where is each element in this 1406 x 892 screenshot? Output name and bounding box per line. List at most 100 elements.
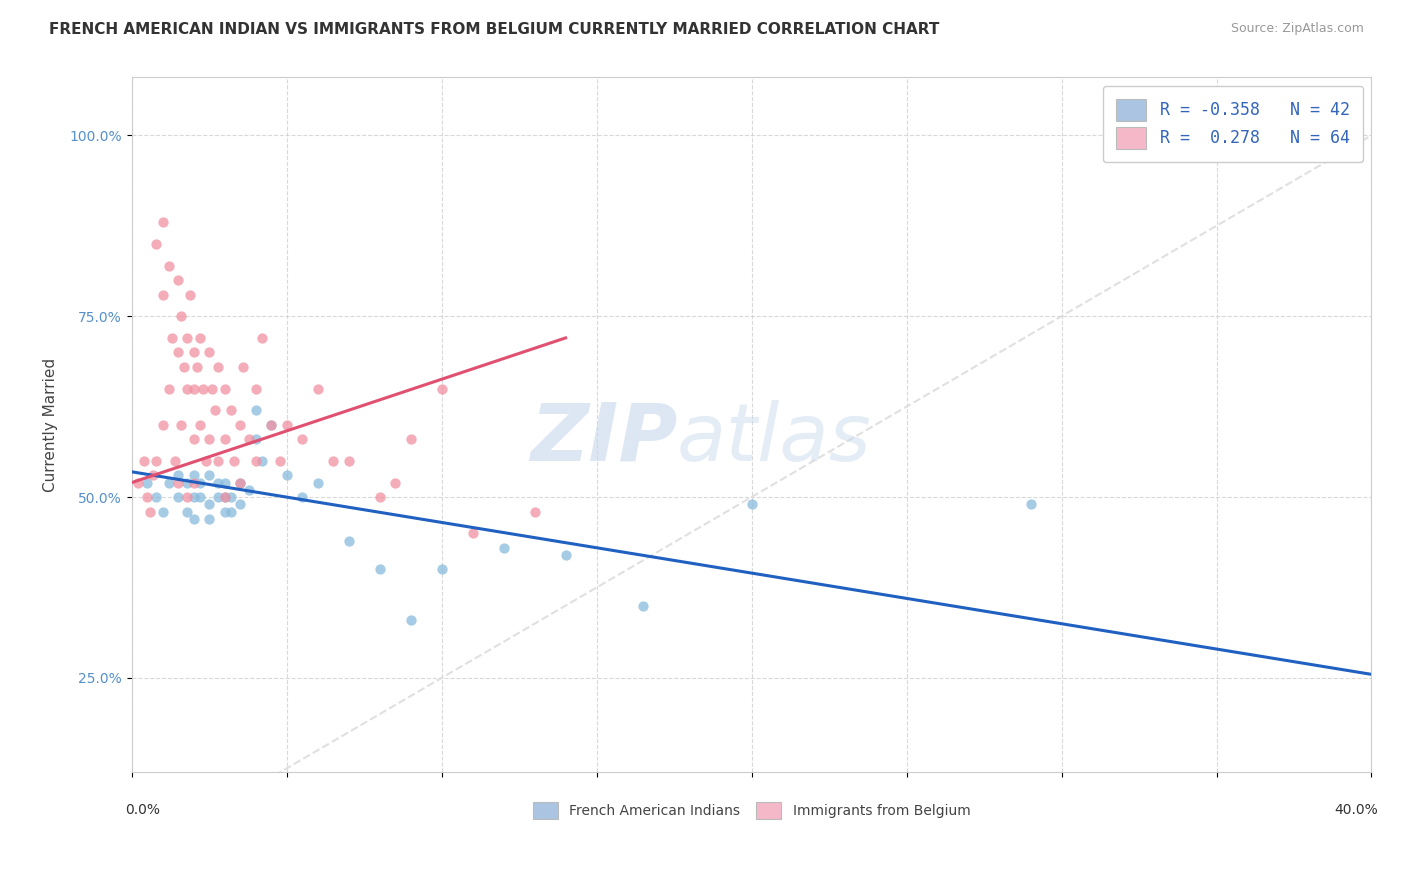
Point xyxy=(173,359,195,374)
Point xyxy=(188,490,211,504)
Point xyxy=(399,432,422,446)
Point xyxy=(245,403,267,417)
Point xyxy=(245,454,267,468)
Point xyxy=(461,526,484,541)
Point xyxy=(207,490,229,504)
Point xyxy=(188,475,211,490)
Point xyxy=(198,432,221,446)
Point xyxy=(183,382,205,396)
Point xyxy=(631,599,654,613)
Point xyxy=(307,382,329,396)
Text: Source: ZipAtlas.com: Source: ZipAtlas.com xyxy=(1230,22,1364,36)
Point xyxy=(152,417,174,432)
Point xyxy=(229,417,252,432)
Point xyxy=(152,505,174,519)
Point xyxy=(176,475,198,490)
Point xyxy=(186,359,208,374)
Point xyxy=(179,287,201,301)
Point xyxy=(207,359,229,374)
Point xyxy=(167,475,190,490)
Point xyxy=(269,454,291,468)
Point xyxy=(430,382,453,396)
Text: atlas: atlas xyxy=(678,400,872,477)
Point xyxy=(1019,497,1042,511)
Point xyxy=(198,468,221,483)
Point xyxy=(250,331,273,345)
Text: 0.0%: 0.0% xyxy=(125,804,160,817)
Point xyxy=(554,548,576,562)
Point xyxy=(198,497,221,511)
Point xyxy=(167,273,190,287)
Point xyxy=(157,259,180,273)
Point xyxy=(139,505,162,519)
Point xyxy=(136,490,159,504)
Point xyxy=(430,562,453,576)
Point xyxy=(176,382,198,396)
Text: 40.0%: 40.0% xyxy=(1334,804,1378,817)
Y-axis label: Currently Married: Currently Married xyxy=(44,358,58,491)
Point xyxy=(157,475,180,490)
Point xyxy=(183,490,205,504)
Point xyxy=(384,475,406,490)
Point xyxy=(245,382,267,396)
Point xyxy=(523,505,546,519)
Point xyxy=(176,331,198,345)
Point xyxy=(207,475,229,490)
Point xyxy=(183,475,205,490)
Point xyxy=(229,475,252,490)
Point xyxy=(219,490,242,504)
Point xyxy=(188,331,211,345)
Point xyxy=(145,236,167,251)
Point xyxy=(307,475,329,490)
Point xyxy=(337,533,360,548)
Point xyxy=(214,382,236,396)
Point xyxy=(214,490,236,504)
Point xyxy=(492,541,515,555)
Point xyxy=(183,345,205,359)
Point xyxy=(276,417,298,432)
Point xyxy=(207,454,229,468)
Point xyxy=(152,215,174,229)
Point xyxy=(132,454,155,468)
Point xyxy=(183,432,205,446)
Point xyxy=(214,490,236,504)
Point xyxy=(222,454,245,468)
Text: ZIP: ZIP xyxy=(530,400,678,477)
Point xyxy=(229,475,252,490)
Point xyxy=(145,490,167,504)
Point xyxy=(198,512,221,526)
Point xyxy=(250,454,273,468)
Point xyxy=(322,454,344,468)
Point xyxy=(214,505,236,519)
Point xyxy=(260,417,283,432)
Point xyxy=(245,432,267,446)
Point xyxy=(176,505,198,519)
Point xyxy=(238,483,260,497)
Point xyxy=(157,382,180,396)
Point xyxy=(194,454,217,468)
Point xyxy=(142,468,165,483)
Point xyxy=(368,562,391,576)
Text: FRENCH AMERICAN INDIAN VS IMMIGRANTS FROM BELGIUM CURRENTLY MARRIED CORRELATION : FRENCH AMERICAN INDIAN VS IMMIGRANTS FRO… xyxy=(49,22,939,37)
Point xyxy=(167,468,190,483)
Point xyxy=(291,432,314,446)
Point xyxy=(167,345,190,359)
Point xyxy=(170,309,193,323)
Point xyxy=(127,475,149,490)
Point xyxy=(368,490,391,504)
Point xyxy=(291,490,314,504)
Point xyxy=(238,432,260,446)
Point xyxy=(160,331,183,345)
Point xyxy=(260,417,283,432)
Point xyxy=(214,432,236,446)
Point xyxy=(276,468,298,483)
Point xyxy=(741,497,763,511)
Point xyxy=(219,505,242,519)
Point xyxy=(183,512,205,526)
Point xyxy=(337,454,360,468)
Point xyxy=(229,497,252,511)
Point xyxy=(399,613,422,627)
Point xyxy=(214,475,236,490)
Point xyxy=(176,490,198,504)
Legend: French American Indians, Immigrants from Belgium: French American Indians, Immigrants from… xyxy=(527,796,976,824)
